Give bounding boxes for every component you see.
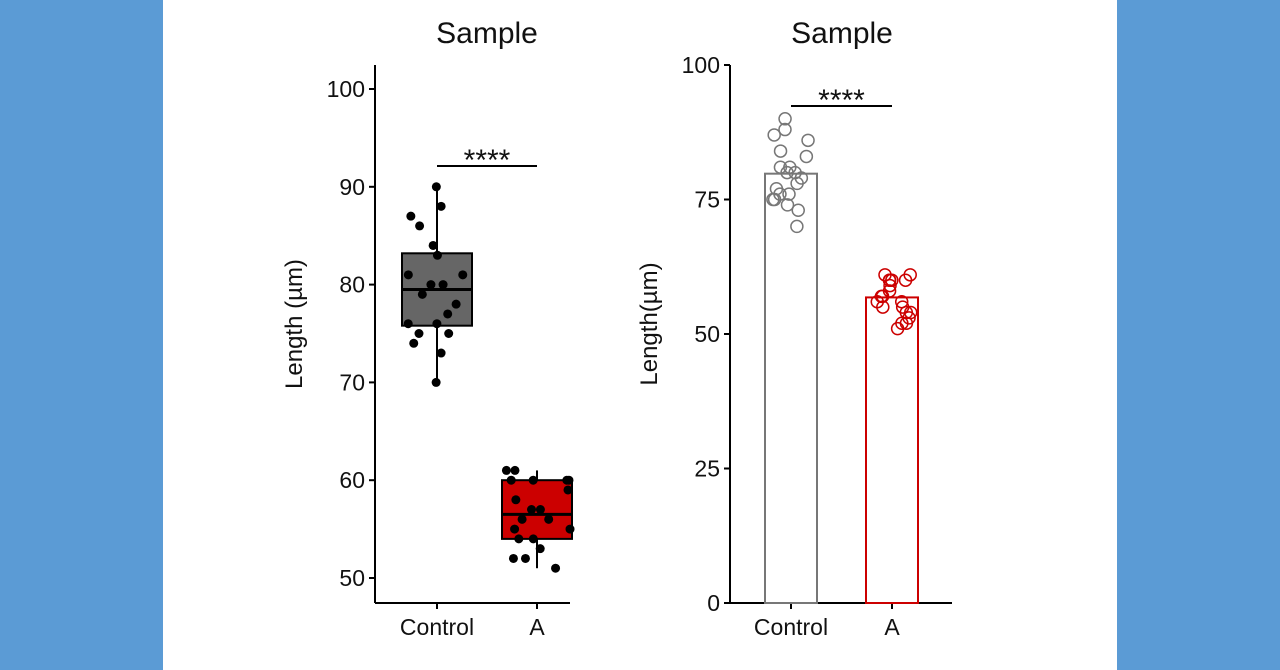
y-tick-label: 25	[694, 456, 720, 482]
data-point	[767, 128, 781, 142]
figure-panel	[163, 0, 1117, 670]
data-point	[443, 309, 453, 319]
data-point	[551, 563, 561, 573]
data-point	[791, 203, 805, 218]
data-point	[510, 465, 520, 475]
data-point	[535, 505, 545, 515]
significance-label: ****	[818, 84, 865, 117]
data-point	[428, 240, 438, 250]
data-point	[883, 278, 897, 293]
x-tick-label: Control	[754, 614, 828, 640]
data-point	[778, 112, 792, 126]
data-point	[520, 553, 530, 563]
data-point	[451, 299, 461, 309]
data-point	[436, 348, 446, 358]
data-point	[517, 514, 527, 524]
data-point	[565, 524, 575, 534]
data-point	[790, 219, 804, 234]
y-tick-label: 70	[339, 369, 365, 395]
data-point	[890, 321, 905, 336]
data-point	[506, 475, 516, 485]
data-point	[432, 250, 442, 260]
data-point	[527, 505, 537, 515]
data-point	[882, 273, 897, 287]
data-point	[544, 514, 554, 524]
x-tick-label: A	[529, 614, 545, 640]
data-point	[403, 319, 413, 329]
data-point	[799, 149, 814, 164]
data-point	[514, 534, 524, 544]
data-point	[510, 524, 520, 534]
y-tick-label: 100	[682, 52, 720, 78]
data-point	[431, 182, 441, 192]
data-point	[508, 553, 518, 563]
data-point	[773, 144, 788, 158]
y-tick-label: 100	[327, 76, 365, 102]
data-point	[458, 270, 468, 280]
bar-a	[865, 296, 919, 604]
data-point	[406, 211, 416, 221]
y-tick-label: 60	[339, 467, 365, 493]
data-point	[528, 475, 538, 485]
data-point	[528, 534, 538, 544]
data-point	[801, 133, 815, 148]
y-tick-label: 50	[339, 565, 365, 591]
significance-label: ****	[464, 144, 511, 177]
data-point	[535, 544, 545, 554]
data-point	[409, 338, 419, 348]
y-tick-label: 50	[694, 321, 720, 347]
x-tick-label: Control	[400, 614, 474, 640]
data-point	[438, 280, 448, 290]
data-point	[563, 485, 573, 495]
data-point	[444, 329, 454, 338]
data-point	[778, 122, 792, 137]
data-point	[766, 192, 780, 207]
data-point	[782, 187, 796, 201]
data-point	[898, 273, 913, 287]
y-tick-label: 80	[339, 272, 365, 298]
data-point	[501, 465, 511, 475]
data-point	[780, 165, 794, 180]
data-point	[511, 495, 521, 505]
chart-title: Sample	[436, 17, 538, 50]
data-point	[415, 221, 425, 231]
data-point	[564, 475, 574, 485]
data-point	[414, 329, 424, 338]
data-point	[403, 270, 413, 280]
data-point	[426, 280, 436, 290]
y-tick-label: 90	[339, 174, 365, 200]
data-point	[417, 289, 427, 299]
data-point	[436, 201, 446, 211]
bar-control	[764, 172, 818, 604]
data-point	[790, 176, 804, 191]
data-point	[431, 377, 441, 387]
data-point	[876, 300, 890, 314]
data-point	[780, 198, 795, 212]
y-axis-label: Length(µm)	[636, 262, 663, 385]
y-tick-label: 0	[707, 590, 720, 616]
x-tick-label: A	[884, 614, 900, 640]
data-point	[432, 319, 442, 329]
y-tick-label: 75	[694, 187, 720, 213]
chart-title: Sample	[791, 17, 893, 50]
y-axis-label: Length (µm)	[281, 259, 308, 389]
